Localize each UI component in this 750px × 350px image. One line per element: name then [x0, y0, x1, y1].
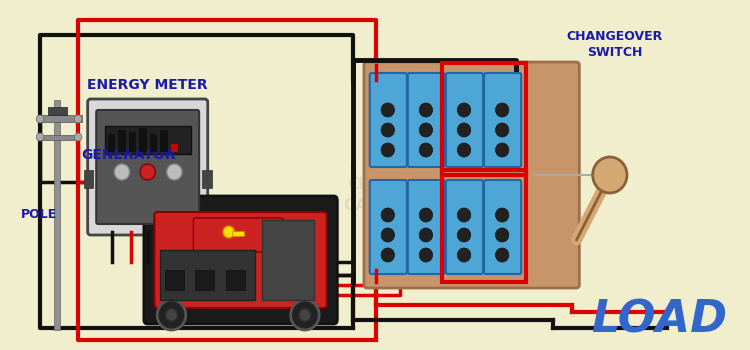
FancyBboxPatch shape — [96, 110, 200, 224]
FancyBboxPatch shape — [446, 73, 483, 167]
Circle shape — [458, 228, 471, 242]
FancyBboxPatch shape — [364, 62, 579, 288]
Circle shape — [458, 103, 471, 117]
Circle shape — [140, 164, 155, 180]
Bar — [41, 135, 77, 140]
Circle shape — [419, 248, 433, 262]
FancyBboxPatch shape — [446, 180, 483, 274]
Bar — [262, 220, 314, 300]
Circle shape — [496, 143, 508, 157]
Circle shape — [419, 103, 433, 117]
Circle shape — [299, 309, 310, 321]
Circle shape — [419, 123, 433, 137]
Bar — [118, 130, 126, 152]
Circle shape — [114, 164, 130, 180]
Text: CIRCUIT
GALLERY: CIRCUIT GALLERY — [344, 177, 419, 213]
Bar — [442, 170, 526, 282]
Text: LOAD: LOAD — [591, 299, 727, 342]
Circle shape — [74, 115, 82, 123]
FancyBboxPatch shape — [370, 73, 407, 167]
Circle shape — [419, 208, 433, 222]
Circle shape — [419, 228, 433, 242]
Bar — [165, 270, 184, 290]
Bar — [108, 134, 116, 152]
FancyBboxPatch shape — [484, 180, 521, 274]
Circle shape — [496, 103, 508, 117]
Bar — [84, 170, 94, 188]
Circle shape — [381, 228, 394, 242]
Bar — [170, 144, 178, 152]
Circle shape — [36, 133, 44, 141]
Circle shape — [166, 164, 182, 180]
FancyBboxPatch shape — [144, 196, 338, 324]
Circle shape — [223, 226, 235, 238]
Circle shape — [74, 133, 82, 141]
Bar — [105, 126, 190, 154]
FancyBboxPatch shape — [370, 180, 407, 274]
Circle shape — [496, 228, 508, 242]
Bar — [139, 128, 147, 152]
Text: CHANGEOVER
SWITCH: CHANGEOVER SWITCH — [566, 30, 663, 59]
Circle shape — [458, 248, 471, 262]
Bar — [48, 107, 67, 115]
FancyBboxPatch shape — [154, 212, 327, 308]
Bar — [54, 100, 60, 330]
Text: POLE: POLE — [21, 209, 57, 222]
Bar — [202, 170, 211, 188]
Bar — [232, 231, 244, 236]
Circle shape — [458, 123, 471, 137]
Text: ENERGY METER: ENERGY METER — [88, 78, 208, 92]
Circle shape — [496, 248, 508, 262]
Bar — [160, 130, 168, 152]
Circle shape — [166, 309, 177, 321]
FancyBboxPatch shape — [194, 218, 283, 252]
Bar — [38, 115, 82, 122]
Circle shape — [158, 300, 186, 330]
Bar — [129, 132, 136, 152]
Bar — [226, 270, 245, 290]
FancyBboxPatch shape — [88, 99, 208, 235]
Circle shape — [381, 143, 394, 157]
Circle shape — [458, 143, 471, 157]
Bar — [149, 134, 158, 152]
Text: GENERATOR: GENERATOR — [81, 148, 176, 162]
Bar — [160, 250, 255, 300]
FancyBboxPatch shape — [408, 73, 445, 167]
Circle shape — [496, 208, 508, 222]
Circle shape — [419, 143, 433, 157]
Circle shape — [381, 103, 394, 117]
Circle shape — [381, 123, 394, 137]
Bar — [442, 63, 526, 175]
Bar — [195, 270, 214, 290]
FancyBboxPatch shape — [408, 180, 445, 274]
Circle shape — [592, 157, 627, 193]
Circle shape — [36, 115, 44, 123]
Circle shape — [458, 208, 471, 222]
Circle shape — [290, 300, 320, 330]
FancyBboxPatch shape — [484, 73, 521, 167]
Circle shape — [381, 208, 394, 222]
Circle shape — [381, 248, 394, 262]
Circle shape — [496, 123, 508, 137]
